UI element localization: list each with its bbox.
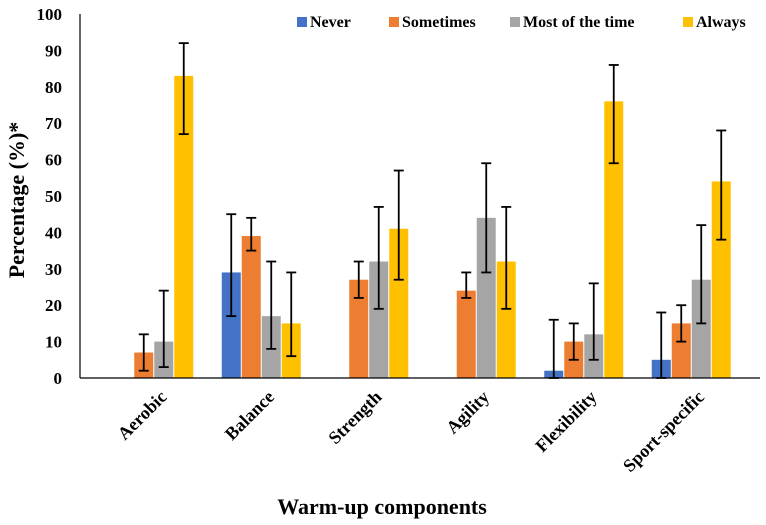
y-tick-label: 50 (45, 187, 62, 206)
error-bar (461, 271, 472, 299)
y-tick-label: 20 (45, 296, 62, 315)
legend-item-sometimes: Sometimes (389, 14, 476, 31)
bars (134, 75, 731, 379)
legend-label: Always (696, 14, 746, 31)
bar-most-of-the-time-agility (476, 217, 496, 378)
bar-always-agility (496, 261, 516, 378)
error-bar (393, 169, 404, 281)
bar-sometimes-balance (241, 236, 261, 378)
y-tick-label: 60 (45, 151, 62, 170)
x-tick-label-aerobic: Aerobic (114, 387, 171, 444)
legend-swatch (510, 17, 520, 27)
bar-never-balance (221, 272, 241, 378)
error-bar (588, 282, 599, 361)
y-tick-label: 0 (54, 369, 63, 388)
legend-swatch (389, 17, 399, 27)
bar-always-sport-specific (711, 181, 731, 378)
error-bar (548, 318, 559, 379)
error-bar (716, 129, 727, 241)
y-tick-label: 70 (45, 114, 62, 133)
error-bar (178, 42, 189, 136)
error-bar (353, 260, 364, 299)
y-tick-label: 90 (45, 41, 62, 60)
error-bar (246, 216, 257, 252)
category-labels: Aerobic Balance Strength Agility Flexibility… (114, 387, 709, 476)
y-axis-ticks: 0 10 20 30 40 50 60 70 80 90 100 (37, 5, 63, 388)
bar-sometimes-agility (456, 290, 476, 378)
error-bar (286, 271, 297, 358)
error-bar (608, 64, 619, 165)
x-tick-label-flexibility: Flexibility (531, 387, 600, 456)
y-axis-title: Percentage (%)* (4, 122, 29, 279)
legend: Never Sometimes Most of the time Always (297, 14, 746, 31)
bar-always-strength (389, 228, 409, 378)
y-tick-label: 10 (45, 333, 62, 352)
bar-most-of-the-time-strength (369, 261, 389, 378)
axes (79, 14, 760, 379)
y-tick-label: 40 (45, 223, 62, 242)
x-tick-label-agility: Agility (442, 387, 493, 438)
legend-item-never: Never (297, 14, 351, 31)
bar-most-of-the-time-sport-specific (691, 279, 711, 378)
error-bar (568, 322, 579, 361)
error-bar (501, 206, 512, 310)
y-tick-label: 100 (37, 5, 63, 24)
legend-label: Most of the time (523, 14, 635, 31)
x-tick-label-balance: Balance (221, 387, 278, 444)
x-tick-label-strength: Strength (324, 387, 385, 448)
legend-item-most-of-the-time: Most of the time (510, 14, 635, 31)
bar-sometimes-sport-specific (671, 323, 691, 378)
legend-item-always: Always (683, 14, 746, 31)
error-bar (676, 304, 687, 343)
error-bar (696, 224, 707, 325)
legend-swatch (297, 17, 307, 27)
bar-always-aerobic (174, 75, 194, 378)
legend-label: Never (310, 14, 351, 31)
bar-always-flexibility (604, 101, 624, 379)
error-bar (266, 260, 277, 350)
error-bar (138, 333, 149, 372)
legend-swatch (683, 17, 693, 27)
x-tick-label-sport-specific: Sport-specific (619, 387, 708, 476)
x-axis-title: Warm-up components (277, 494, 487, 519)
bar-sometimes-strength (349, 279, 369, 378)
legend-label: Sometimes (402, 14, 476, 31)
y-tick-label: 30 (45, 260, 62, 279)
y-tick-label: 80 (45, 78, 62, 97)
error-bar (373, 206, 384, 310)
error-bar (226, 213, 237, 318)
error-bar (481, 162, 492, 274)
error-bar (158, 289, 169, 368)
